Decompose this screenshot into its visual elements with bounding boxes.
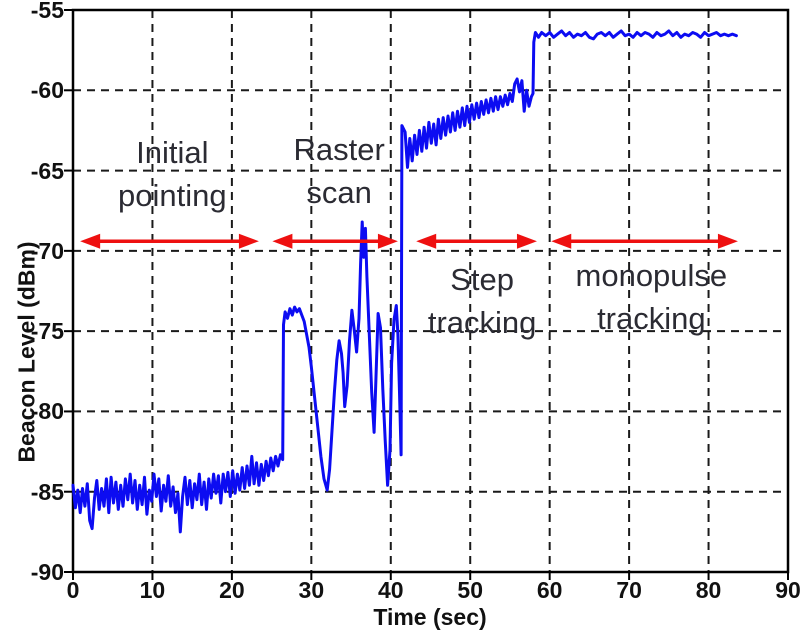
y-tick-label: -70 (30, 237, 64, 264)
x-tick-label: 50 (457, 577, 484, 603)
arrow-head-right (377, 233, 398, 249)
monopulse-tracking-label: monopulse tracking (575, 258, 728, 337)
x-tick-label: 20 (219, 577, 245, 603)
x-tick-label: 70 (616, 577, 642, 603)
arrow-head-right (717, 233, 738, 249)
y-tick-label: -60 (30, 77, 64, 104)
y-tick-label: -85 (30, 478, 64, 505)
arrow-head-right (516, 233, 537, 249)
initial-pointing-label: Initial pointing (118, 134, 227, 213)
arrow-head-right (238, 233, 259, 249)
arrow-head-left (272, 233, 293, 249)
arrow-head-left (416, 233, 437, 249)
signal-trace (71, 29, 738, 534)
x-tick-label: 30 (298, 577, 325, 603)
x-tick-label: 10 (139, 577, 166, 603)
x-tick-label: 80 (695, 577, 722, 603)
y-axis-label: Beacon Level (dBm) (13, 241, 40, 463)
x-tick-label: 90 (775, 577, 800, 603)
step-tracking-label: Step tracking (427, 261, 537, 340)
y-tick-label: -90 (30, 559, 64, 585)
plot-border (71, 8, 790, 574)
y-tick-label: -75 (30, 318, 64, 345)
arrow-head-left (551, 233, 572, 249)
y-tick-label: -65 (30, 157, 64, 184)
raster-scan-label: Raster scan (293, 131, 385, 210)
y-tick-label: -55 (30, 0, 64, 23)
y-tick-label: -80 (30, 398, 64, 425)
x-tick-label: 0 (66, 577, 80, 603)
x-axis-label: Time (sec) (373, 604, 487, 630)
x-tick-label: 40 (377, 577, 404, 603)
arrow-head-left (80, 233, 101, 249)
x-tick-label: 60 (536, 577, 563, 603)
